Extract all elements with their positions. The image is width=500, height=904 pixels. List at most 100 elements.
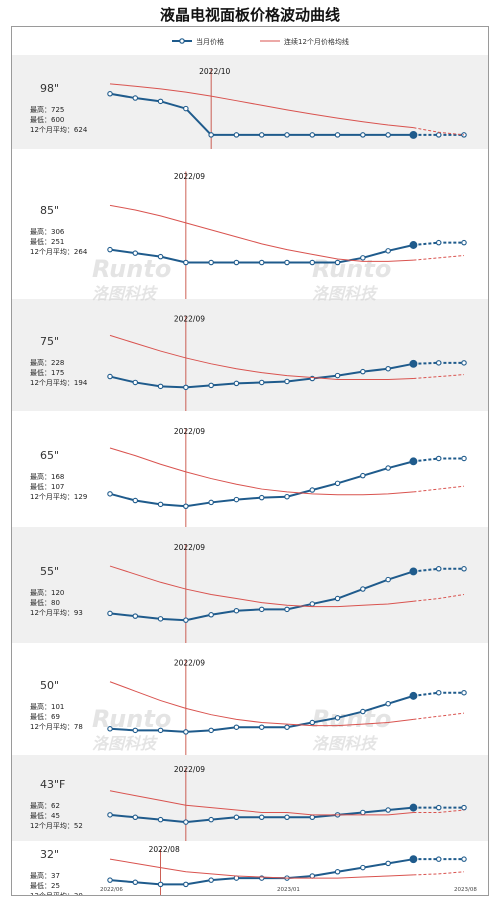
monthly-price-point <box>309 259 316 266</box>
monthly-price-point <box>183 617 189 623</box>
size-label: 50" <box>40 679 59 692</box>
monthly-price-point <box>435 360 442 366</box>
legend-monthly-dot <box>179 38 185 44</box>
monthly-price-point <box>183 503 189 510</box>
watermark-text: Runto <box>92 255 171 283</box>
moving-avg-forecast <box>413 712 465 720</box>
panel-background <box>12 841 488 895</box>
price-chart-svg: 当月价格 连续12个月价格均线Runto洛图科技Runto洛图科技Runto洛图科… <box>12 37 488 895</box>
monthly-price-point <box>107 726 113 732</box>
watermark-subtext: 洛图科技 <box>92 284 158 303</box>
stat-max: 最高：725 <box>30 105 64 114</box>
monthly-price-point <box>284 378 290 385</box>
monthly-price-point <box>360 255 366 261</box>
moving-avg-line <box>109 447 414 496</box>
monthly-price-point <box>258 494 265 501</box>
stat-avg: 12个月平均：129 <box>30 492 87 501</box>
marker-label: 2022/09 <box>174 427 205 436</box>
monthly-price-point <box>107 246 113 253</box>
monthly-price-point <box>409 359 418 368</box>
monthly-price-point <box>360 586 366 592</box>
panel-background <box>12 755 488 841</box>
stat-max: 最高：228 <box>30 358 64 367</box>
monthly-price-point <box>233 724 240 730</box>
monthly-price-point <box>461 566 467 572</box>
monthly-price-point <box>208 132 214 138</box>
moving-avg-forecast <box>413 871 465 876</box>
moving-avg-line <box>109 681 414 727</box>
stat-max: 最高：306 <box>30 227 65 236</box>
monthly-price-point <box>334 372 341 379</box>
marker-label: 2022/09 <box>174 314 205 323</box>
watermark-subtext: 洛图科技 <box>92 734 158 753</box>
monthly-price-point <box>208 499 214 506</box>
monthly-price-point <box>233 814 240 821</box>
stat-max: 最高：168 <box>30 472 64 481</box>
moving-avg-forecast <box>413 809 465 813</box>
stat-avg: 12个月平均：78 <box>30 722 83 731</box>
legend-monthly-label: 当月价格 <box>196 37 224 46</box>
monthly-price-point <box>284 259 290 266</box>
monthly-price-point <box>258 379 265 386</box>
monthly-price-point <box>107 491 113 497</box>
monthly-price-point <box>385 860 391 867</box>
monthly-price-point <box>309 601 316 607</box>
monthly-price-point <box>435 856 442 862</box>
monthly-price-point <box>157 501 164 508</box>
monthly-price-point <box>284 814 290 821</box>
monthly-price-point <box>157 816 164 823</box>
monthly-price-point <box>435 239 442 246</box>
stat-avg: 12个月平均：194 <box>30 378 88 387</box>
monthly-price-point <box>107 373 113 380</box>
monthly-price-point <box>461 132 467 138</box>
monthly-price-point <box>334 869 341 875</box>
moving-avg-forecast <box>413 374 465 380</box>
monthly-price-point <box>132 879 139 886</box>
monthly-price-point <box>385 807 391 813</box>
monthly-price-point <box>461 689 467 696</box>
monthly-price-point <box>284 724 290 730</box>
moving-avg-forecast <box>413 485 465 493</box>
monthly-price-point <box>208 259 214 266</box>
monthly-price-point <box>208 727 214 734</box>
x-tick-label: 2023/01 <box>277 887 300 893</box>
monthly-price-point <box>334 715 341 721</box>
marker-label: 2022/09 <box>174 658 205 667</box>
stat-min: 最低：69 <box>30 712 60 721</box>
monthly-price-point <box>208 382 214 389</box>
size-label: 32" <box>40 848 59 861</box>
moving-avg-forecast <box>413 593 465 602</box>
monthly-price-point <box>157 616 164 622</box>
marker-label: 2022/09 <box>174 765 205 774</box>
monthly-price-point <box>233 132 240 138</box>
monthly-price-point <box>132 497 139 504</box>
monthly-price-point <box>360 809 366 816</box>
panel-background <box>12 299 488 411</box>
moving-avg-line <box>109 790 414 816</box>
monthly-price-point <box>233 380 240 387</box>
monthly-price-point <box>107 91 113 97</box>
moving-avg-line <box>109 565 414 608</box>
monthly-price-point <box>258 259 265 266</box>
monthly-price-point <box>435 689 442 696</box>
monthly-price-point <box>157 98 164 105</box>
monthly-price-point <box>284 132 290 138</box>
monthly-price-point <box>461 360 467 366</box>
monthly-price-point <box>208 816 214 823</box>
monthly-price-point <box>107 812 113 818</box>
monthly-price-point <box>157 727 164 734</box>
panel-background <box>12 643 488 755</box>
monthly-price-point <box>309 873 316 879</box>
monthly-price-point <box>132 727 139 734</box>
monthly-price-point <box>107 610 113 617</box>
monthly-price-point <box>461 239 467 246</box>
monthly-price-point <box>385 700 391 707</box>
monthly-price-point <box>183 881 189 888</box>
monthly-price-point <box>258 132 265 138</box>
monthly-price-point <box>409 457 418 466</box>
moving-avg-line <box>109 204 414 262</box>
monthly-price-point <box>132 814 139 821</box>
watermark-subtext: 洛图科技 <box>312 284 378 303</box>
stat-min: 最低：25 <box>30 881 60 890</box>
monthly-price-point <box>107 877 113 883</box>
